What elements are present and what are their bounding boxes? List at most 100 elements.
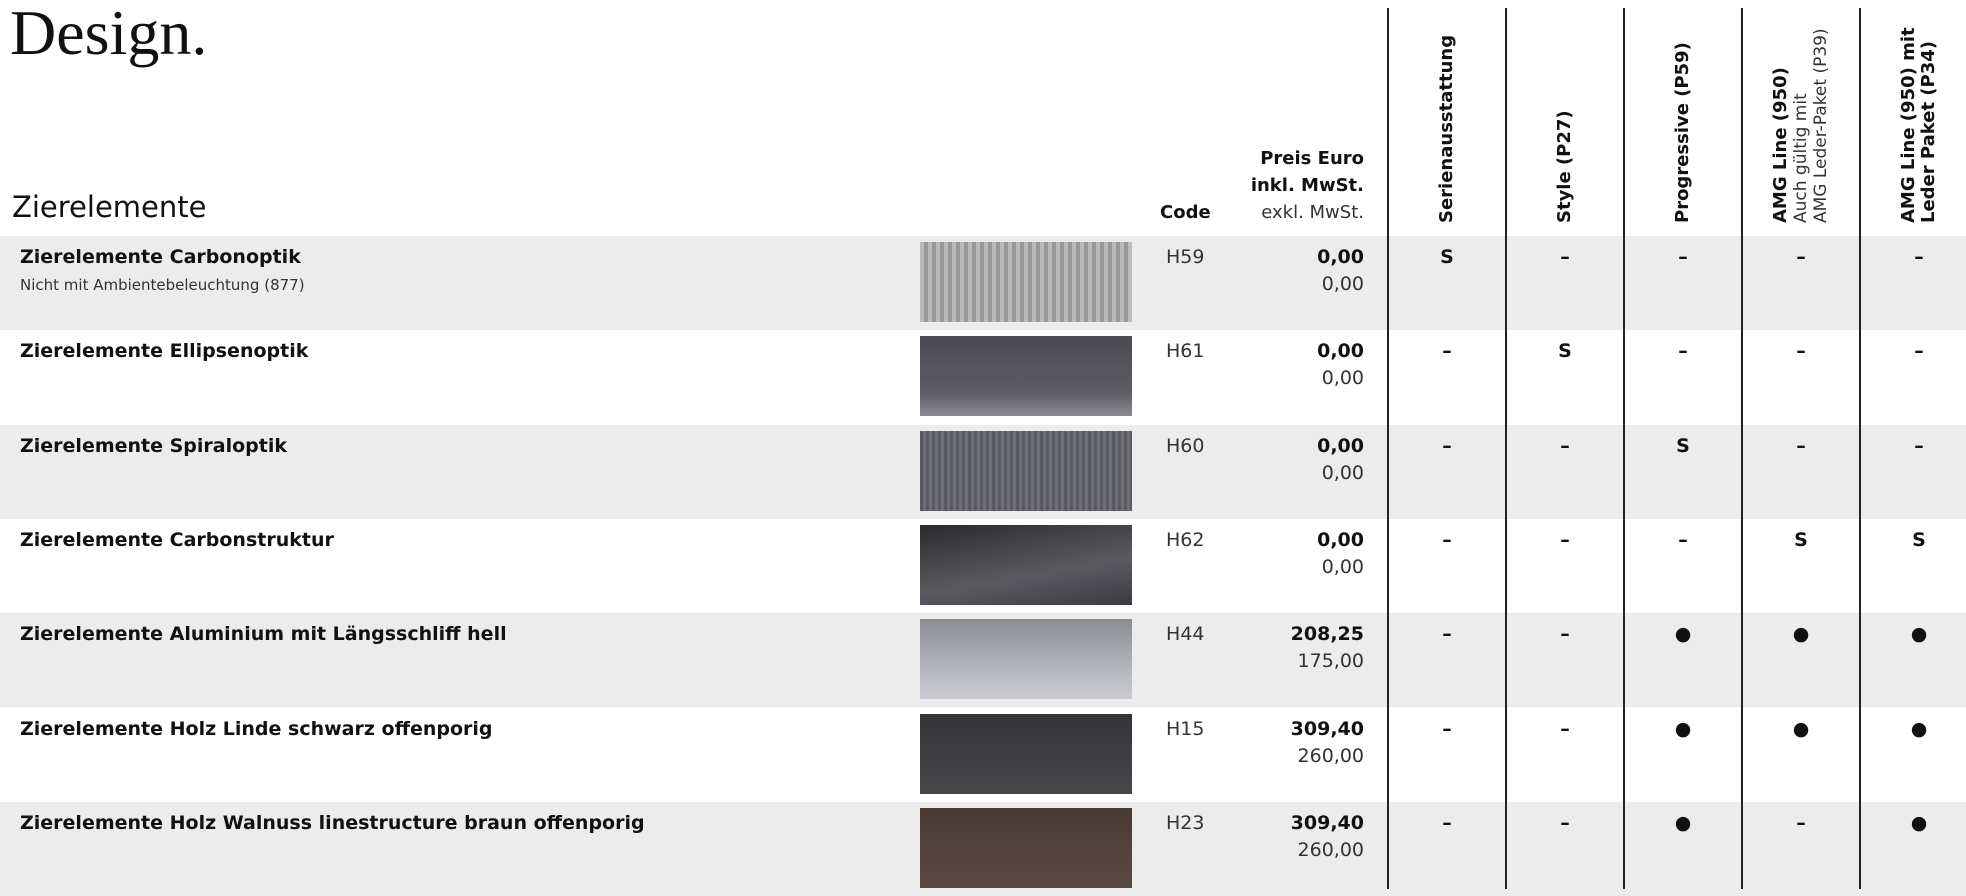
- column-label: Leder Paket (P34): [1918, 40, 1939, 223]
- column-label: AMG Line (950) mit: [1898, 27, 1919, 223]
- price-incl: 0,00: [1317, 528, 1364, 551]
- column-header: AMG Line (950) Auch gültig mit AMG Leder-P…: [1770, 8, 1831, 223]
- availability-mark: ●: [1910, 717, 1928, 740]
- column-header: Style (P27): [1535, 8, 1595, 223]
- availability-mark: S: [1794, 528, 1808, 551]
- item-name: Zierelemente Ellipsenoptik: [20, 340, 309, 363]
- swatch-image: [920, 524, 1132, 605]
- item-name: Zierelemente Carbonoptik: [20, 246, 301, 268]
- availability-mark: –: [1796, 246, 1806, 268]
- availability-mark: –: [1796, 811, 1806, 834]
- price-excl: 260,00: [1297, 744, 1364, 767]
- availability-mark: ●: [1674, 811, 1692, 834]
- availability-mark: ●: [1674, 623, 1692, 646]
- availability-mark: ●: [1910, 811, 1928, 834]
- availability-mark: –: [1560, 623, 1570, 646]
- availability-mark: –: [1442, 434, 1452, 457]
- availability-mark: ●: [1792, 717, 1810, 740]
- availability-mark: –: [1442, 623, 1452, 646]
- table-row: Zierelemente Spiraloptik H60 0,00 0,00 – – S – –: [0, 424, 1966, 519]
- price-excl: 0,00: [1321, 367, 1364, 390]
- price-label: Preis Euro: [1260, 148, 1364, 169]
- column-divider: [1859, 8, 1861, 889]
- availability-mark: –: [1914, 340, 1924, 363]
- availability-mark: –: [1796, 434, 1806, 457]
- price-sub: exkl. MwSt.: [1261, 202, 1364, 223]
- item-code: H15: [1166, 717, 1205, 740]
- availability-mark: –: [1560, 246, 1570, 268]
- column-label: AMG Line (950): [1770, 67, 1791, 223]
- item-name: Zierelemente Holz Walnuss linestructure …: [20, 811, 645, 834]
- section-title: Zierelemente: [12, 190, 207, 224]
- availability-mark: S: [1912, 528, 1926, 551]
- column-label: Style (P27): [1554, 110, 1575, 223]
- page-title: Design.: [10, 0, 208, 68]
- availability-mark: –: [1442, 340, 1452, 363]
- availability-mark: –: [1678, 246, 1688, 268]
- item-code: H23: [1166, 811, 1205, 834]
- swatch-image: [920, 713, 1132, 794]
- column-divider: [1623, 8, 1625, 889]
- swatch-image: [920, 336, 1132, 417]
- availability-mark: S: [1558, 340, 1572, 363]
- column-divider: [1741, 8, 1743, 889]
- table-row: Zierelemente Carbonoptik Nicht mit Ambien…: [0, 236, 1966, 330]
- table-row: Zierelemente Holz Linde schwarz offenpor…: [0, 708, 1966, 802]
- availability-mark: –: [1678, 340, 1688, 363]
- table-row: Zierelemente Ellipsenoptik H61 0,00 0,00 – S –…: [0, 330, 1966, 424]
- availability-mark: –: [1678, 528, 1688, 551]
- price-incl: 208,25: [1290, 623, 1364, 646]
- code-label: Code: [1160, 202, 1211, 223]
- table-row: Zierelemente Holz Walnuss linestructure …: [0, 801, 1966, 896]
- item-name: Zierelemente Spiraloptik: [20, 434, 288, 457]
- item-name: Zierelemente Aluminium mit Längsschliff …: [20, 623, 507, 646]
- item-name: Zierelemente Carbonstruktur: [20, 528, 334, 551]
- availability-mark: –: [1560, 528, 1570, 551]
- swatch-image: [920, 807, 1132, 888]
- column-header: Progressive (P59): [1653, 8, 1713, 223]
- column-header: Serienausstattung: [1417, 8, 1477, 223]
- item-code: H44: [1166, 623, 1205, 646]
- availability-mark: S: [1440, 246, 1454, 268]
- column-divider: [1387, 8, 1389, 889]
- availability-mark: –: [1442, 811, 1452, 834]
- item-code: H61: [1166, 340, 1205, 363]
- price-incl: 309,40: [1290, 717, 1364, 740]
- price-incl: 309,40: [1290, 811, 1364, 834]
- availability-mark: –: [1560, 811, 1570, 834]
- availability-mark: –: [1442, 717, 1452, 740]
- price-excl: 175,00: [1297, 650, 1364, 673]
- column-label: Serienausstattung: [1436, 34, 1457, 223]
- swatch-image: [920, 242, 1132, 322]
- column-label: Progressive (P59): [1672, 42, 1693, 223]
- item-name: Zierelemente Holz Linde schwarz offenpor…: [20, 717, 493, 740]
- table-row: Zierelemente Carbonstruktur H62 0,00 0,00 – –…: [0, 519, 1966, 613]
- price-incl: 0,00: [1317, 340, 1364, 363]
- price-excl: 0,00: [1321, 273, 1364, 295]
- availability-mark: –: [1914, 434, 1924, 457]
- column-sublabel: Auch gültig mit: [1791, 93, 1811, 223]
- item-code: H62: [1166, 528, 1205, 551]
- price-incl: 0,00: [1317, 434, 1364, 457]
- availability-mark: –: [1914, 246, 1924, 268]
- table-row: Zierelemente Aluminium mit Längsschliff …: [0, 613, 1966, 708]
- item-note: Nicht mit Ambientebeleuchtung (877): [20, 276, 305, 294]
- column-header: AMG Line (950) mit Leder Paket (P34): [1889, 8, 1949, 223]
- availability-mark: –: [1442, 528, 1452, 551]
- availability-mark: –: [1560, 717, 1570, 740]
- availability-mark: ●: [1792, 623, 1810, 646]
- availability-mark: –: [1796, 340, 1806, 363]
- price-excl: 0,00: [1321, 555, 1364, 578]
- price-label: inkl. MwSt.: [1250, 175, 1364, 196]
- price-excl: 0,00: [1321, 461, 1364, 484]
- column-sublabel: AMG Leder-Paket (P39): [1811, 28, 1831, 223]
- availability-mark: –: [1560, 434, 1570, 457]
- availability-mark: ●: [1674, 717, 1692, 740]
- price-excl: 260,00: [1297, 838, 1364, 861]
- column-divider: [1505, 8, 1507, 889]
- item-code: H59: [1166, 246, 1205, 268]
- price-incl: 0,00: [1317, 246, 1364, 268]
- swatch-image: [920, 619, 1132, 700]
- swatch-image: [920, 430, 1132, 511]
